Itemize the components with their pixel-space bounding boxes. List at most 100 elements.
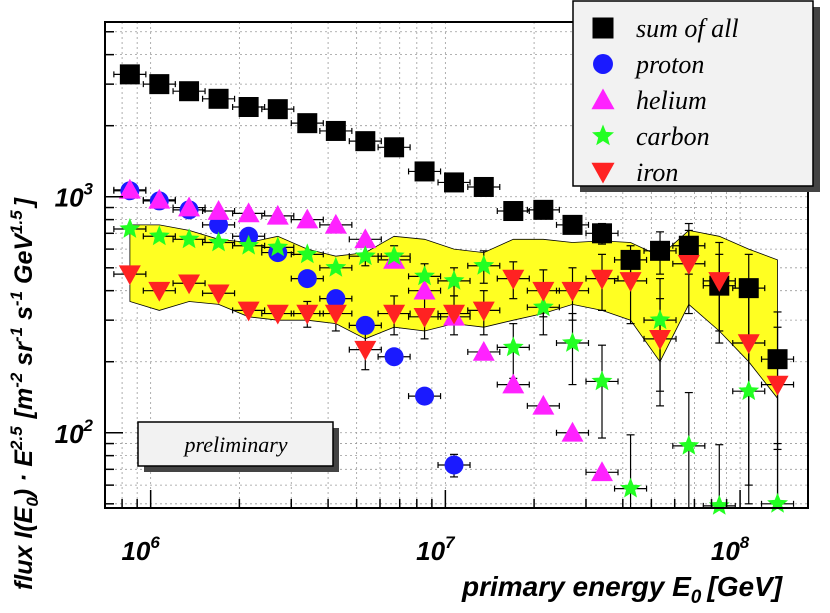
marker-layer <box>118 64 789 515</box>
legend-label-sum-of-all: sum of all <box>636 14 739 43</box>
carbon-point <box>649 309 671 330</box>
sum-of-all-point <box>297 113 318 134</box>
sum-of-all-point <box>533 199 554 220</box>
tick-layer: 106 107 108 102 103 <box>55 31 750 566</box>
sum-of-all-point <box>414 161 435 182</box>
carbon-point <box>267 236 289 257</box>
carbon-point <box>767 492 788 513</box>
legend-label-iron: iron <box>636 158 678 187</box>
legend-label-carbon: carbon <box>636 122 710 151</box>
carbon-point <box>502 336 524 357</box>
iron-point <box>472 301 495 322</box>
iron-point <box>118 265 141 286</box>
carbon-point <box>354 245 376 266</box>
carbon-point <box>119 218 141 238</box>
sum-of-all-point <box>620 249 641 270</box>
carbon-point <box>325 256 347 277</box>
proton-point <box>297 269 317 289</box>
sum-of-all-point <box>678 235 699 256</box>
iron-point <box>178 274 201 295</box>
carbon-point <box>414 265 435 286</box>
iron-point <box>532 281 555 302</box>
proton-point <box>384 347 404 367</box>
iron-point <box>561 281 584 302</box>
iron-point <box>148 281 171 302</box>
legend-marker-carbon <box>592 124 614 146</box>
x-tick-label: 108 <box>711 533 750 566</box>
sum-of-all-point <box>562 214 583 235</box>
carbon-point <box>678 434 700 455</box>
plot-frame <box>104 21 809 509</box>
sum-of-all-point <box>503 201 524 222</box>
iron-point <box>324 304 347 325</box>
legend-marker-helium <box>591 88 615 110</box>
proton-point <box>444 455 464 475</box>
iron-point <box>296 304 319 325</box>
carbon-point <box>383 245 405 266</box>
proton-point <box>326 289 346 309</box>
proton-point <box>355 315 375 335</box>
iron-point <box>619 272 642 292</box>
legend-label-helium: helium <box>636 86 707 115</box>
carbon-point <box>473 254 495 275</box>
carbon-point <box>708 494 730 515</box>
carbon-point <box>562 332 583 352</box>
y-axis-title: flux I(E0) · E2.5[m-2 sr-1 s-1 GeV1.5] <box>7 196 42 590</box>
helium-point <box>472 340 495 361</box>
sum-of-all-point <box>208 88 229 109</box>
helium-point <box>591 461 614 482</box>
preliminary-label: preliminary <box>182 432 287 457</box>
sum-of-all-point <box>179 81 200 102</box>
proton-point <box>415 386 435 406</box>
legend-label-proton: proton <box>634 50 704 79</box>
sum-of-all-point <box>473 176 494 197</box>
iron-point <box>591 269 614 290</box>
iron-point <box>502 269 525 290</box>
iron-point <box>766 375 789 396</box>
carbon-point <box>148 225 170 246</box>
helium-point <box>296 208 319 229</box>
iron-point <box>649 330 672 350</box>
iron-point <box>677 254 700 275</box>
sum-of-all-point <box>650 240 671 261</box>
sum-of-all-point <box>767 349 788 370</box>
helium-point <box>354 228 377 249</box>
carbon-point <box>738 380 760 401</box>
carbon-point <box>208 231 229 252</box>
carbon-point <box>178 228 200 249</box>
iron-point <box>237 301 260 322</box>
x-tick-label: 107 <box>416 533 456 566</box>
carbon-point <box>238 234 260 255</box>
helium-point <box>324 213 347 234</box>
preliminary-box: preliminary <box>137 421 339 472</box>
sum-of-all-point <box>119 64 140 85</box>
helium-point <box>207 200 230 220</box>
sum-of-all-point <box>238 97 259 118</box>
helium-point <box>413 279 436 300</box>
preliminary-frame <box>137 421 334 467</box>
sum-of-all-point <box>592 223 613 244</box>
sum-of-all-point <box>149 74 170 95</box>
sum-of-all-point <box>267 99 288 120</box>
helium-point <box>561 421 584 442</box>
iron-point <box>708 272 731 292</box>
helium-point <box>502 373 525 394</box>
helium-point <box>237 202 260 223</box>
legend-marker-iron <box>591 162 615 184</box>
y-tick-label: 102 <box>55 416 94 449</box>
carbon-point <box>620 477 641 498</box>
helium-point <box>532 394 555 415</box>
sum-of-all-point <box>384 137 405 158</box>
helium-point <box>148 188 171 209</box>
carbon-point <box>443 269 465 290</box>
iron-point <box>443 304 466 325</box>
sum-of-all-point <box>738 278 759 299</box>
carbon-point <box>296 243 318 264</box>
sum-of-all-point <box>355 131 376 152</box>
helium-point <box>118 178 141 199</box>
sum-of-all-point <box>325 120 346 141</box>
sum-of-all-point <box>444 172 465 193</box>
x-tick-label: 106 <box>121 533 160 566</box>
y-tick-label: 103 <box>55 180 94 213</box>
